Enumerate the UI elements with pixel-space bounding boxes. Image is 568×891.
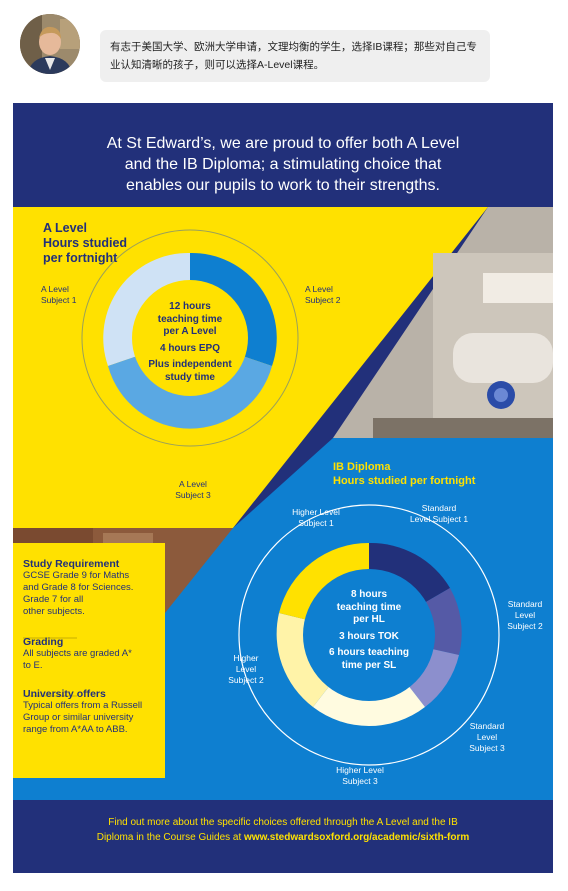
a-level-center-text: 12 hours teaching time per A Level 4 hou… bbox=[148, 301, 232, 383]
footer-band bbox=[13, 800, 553, 873]
grading-heading: Grading bbox=[23, 636, 64, 648]
avatar[interactable] bbox=[20, 14, 80, 74]
headline: At St Edward’s, we are proud to offer bo… bbox=[13, 133, 553, 196]
study-requirement-heading: Study Requirement bbox=[23, 558, 120, 570]
info-box-text: Study Requirement GCSE Grade 9 for Maths… bbox=[23, 558, 163, 736]
message-bubble[interactable]: 有志于美国大学、欧洲大学申请，文理均衡的学生，选择IB课程；那些对自己专业认知清… bbox=[100, 30, 490, 82]
ib-hl-subject-3-label: Higher Level Subject 3 bbox=[336, 765, 384, 786]
chat-message-row: 有志于美国大学、欧洲大学申请，文理均衡的学生，选择IB课程；那些对自己专业认知清… bbox=[0, 0, 568, 100]
university-offers-heading: University offers bbox=[23, 688, 106, 700]
a-level-subject-1-label: A Level Subject 1 bbox=[41, 284, 77, 305]
ib-sl-subject-3-label: Standard Level Subject 3 bbox=[469, 721, 505, 753]
info-box bbox=[13, 543, 165, 778]
ib-title: IB Diploma Hours studied per fortnight bbox=[333, 461, 476, 487]
ib-hl-subject-1-label: Higher Level Subject 1 bbox=[292, 507, 340, 528]
ib-hl-subject-2-label: Higher Level Subject 2 bbox=[228, 653, 264, 685]
ib-center-text: 8 hours teaching time per HL 3 hours TOK… bbox=[328, 589, 409, 671]
headline-line-2: and the IB Diploma; a stimulating choice… bbox=[124, 156, 442, 173]
course-guides-link[interactable]: www.stedwardsoxford.org/academic/sixth-f… bbox=[244, 832, 470, 843]
footer-text: Find out more about the specific choices… bbox=[96, 817, 470, 843]
a-level-donut-chart bbox=[81, 229, 299, 447]
a-level-title: A Level Hours studied per fortnight bbox=[43, 221, 128, 265]
ib-donut-chart bbox=[238, 504, 500, 766]
headline-line-3: enables our pupils to work to their stre… bbox=[126, 177, 440, 194]
a-level-subject-3-label: A Level Subject 3 bbox=[175, 479, 211, 500]
a-level-subject-2-label: A Level Subject 2 bbox=[305, 284, 341, 305]
headline-line-1: At St Edward’s, we are proud to offer bo… bbox=[106, 135, 460, 152]
ib-sl-subject-1-label: Standard Level Subject 1 bbox=[409, 503, 469, 524]
ib-sl-subject-2-label: Standard Level Subject 2 bbox=[507, 599, 543, 631]
message-text: 有志于美国大学、欧洲大学申请，文理均衡的学生，选择IB课程；那些对自己专业认知清… bbox=[110, 41, 477, 71]
poster-image: At St Edward’s, we are proud to offer bo… bbox=[13, 103, 553, 873]
